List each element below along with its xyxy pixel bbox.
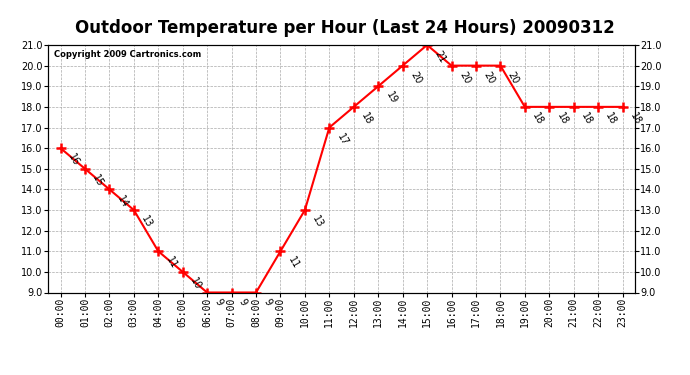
Text: 20: 20 bbox=[482, 70, 496, 86]
Text: 13: 13 bbox=[139, 214, 154, 230]
Text: 20: 20 bbox=[506, 70, 521, 86]
Text: 9: 9 bbox=[262, 297, 273, 307]
Text: 18: 18 bbox=[531, 111, 545, 127]
Text: 10: 10 bbox=[188, 276, 203, 292]
Text: 18: 18 bbox=[555, 111, 570, 127]
Text: 14: 14 bbox=[115, 194, 130, 209]
Text: Copyright 2009 Cartronics.com: Copyright 2009 Cartronics.com bbox=[55, 50, 201, 59]
Text: 18: 18 bbox=[580, 111, 594, 127]
Text: Outdoor Temperature per Hour (Last 24 Hours) 20090312: Outdoor Temperature per Hour (Last 24 Ho… bbox=[75, 19, 615, 37]
Text: 11: 11 bbox=[164, 255, 179, 271]
Text: 15: 15 bbox=[90, 173, 106, 189]
Text: 16: 16 bbox=[66, 152, 81, 168]
Text: 19: 19 bbox=[384, 90, 399, 106]
Text: 20: 20 bbox=[408, 70, 423, 86]
Text: 13: 13 bbox=[310, 214, 325, 230]
Text: 18: 18 bbox=[359, 111, 374, 127]
Text: 9: 9 bbox=[237, 297, 249, 307]
Text: 11: 11 bbox=[286, 255, 301, 271]
Text: 18: 18 bbox=[604, 111, 618, 127]
Text: 18: 18 bbox=[628, 111, 643, 127]
Text: 20: 20 bbox=[457, 70, 472, 86]
Text: 9: 9 bbox=[213, 297, 224, 307]
Text: 21: 21 bbox=[433, 49, 448, 65]
Text: 17: 17 bbox=[335, 132, 350, 147]
